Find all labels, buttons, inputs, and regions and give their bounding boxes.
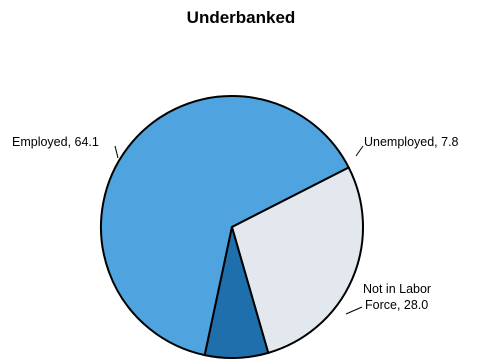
data-label-unemployed: Unemployed, 7.8 (364, 135, 459, 149)
pie-slice-not-in-labor-force (231, 166, 364, 354)
leader-line-not-in-labor-force (345, 306, 363, 315)
chart-title: Underbanked (186, 8, 296, 27)
data-label-not-in-labor-force: Not in Labor (363, 282, 431, 296)
data-label-employed: Employed, 64.1 (12, 135, 99, 149)
leader-line-employed (114, 145, 119, 159)
pie-slice-employed (99, 95, 350, 357)
data-label-not-in-labor-force: Force, 28.0 (365, 298, 428, 312)
leader-line-unemployed (355, 145, 364, 157)
